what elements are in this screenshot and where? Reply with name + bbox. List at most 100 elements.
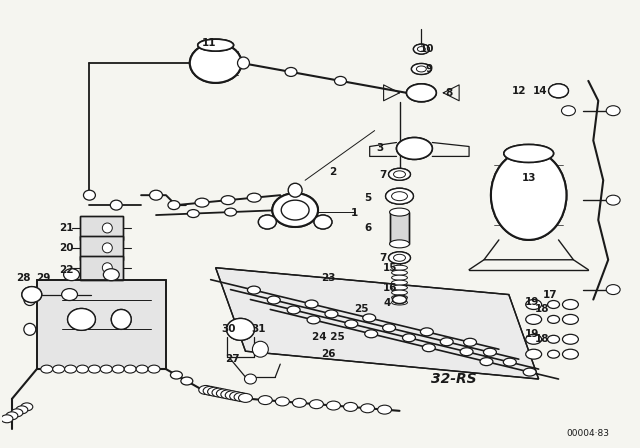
Ellipse shape: [525, 300, 541, 310]
Ellipse shape: [112, 365, 124, 373]
Ellipse shape: [406, 84, 436, 102]
Ellipse shape: [385, 188, 413, 204]
Bar: [36, 280, 166, 369]
Ellipse shape: [390, 240, 410, 248]
Text: 00004·83: 00004·83: [567, 429, 610, 438]
Ellipse shape: [326, 401, 340, 410]
Ellipse shape: [392, 295, 408, 300]
Ellipse shape: [606, 284, 620, 294]
Text: 5: 5: [364, 193, 371, 203]
Ellipse shape: [259, 215, 276, 229]
Ellipse shape: [413, 44, 429, 54]
Ellipse shape: [525, 334, 541, 344]
Ellipse shape: [606, 195, 620, 205]
Ellipse shape: [102, 243, 112, 253]
Ellipse shape: [77, 365, 88, 373]
Ellipse shape: [365, 330, 378, 338]
Ellipse shape: [22, 287, 42, 302]
Ellipse shape: [181, 377, 193, 385]
Ellipse shape: [392, 270, 408, 275]
Ellipse shape: [221, 390, 235, 399]
Text: 16: 16: [382, 283, 397, 293]
Ellipse shape: [463, 338, 477, 346]
Bar: [79, 256, 124, 280]
Ellipse shape: [150, 190, 163, 200]
Text: 10: 10: [420, 44, 435, 54]
Ellipse shape: [504, 145, 554, 162]
Text: 13: 13: [522, 173, 536, 183]
Ellipse shape: [221, 196, 235, 205]
Ellipse shape: [397, 138, 432, 159]
Ellipse shape: [388, 168, 410, 180]
Text: 15: 15: [382, 263, 397, 273]
Ellipse shape: [52, 365, 65, 373]
Ellipse shape: [21, 403, 33, 411]
Ellipse shape: [422, 344, 435, 352]
Ellipse shape: [388, 252, 410, 264]
Ellipse shape: [207, 387, 221, 396]
Ellipse shape: [6, 412, 18, 420]
Ellipse shape: [230, 392, 244, 401]
Ellipse shape: [305, 300, 318, 308]
Ellipse shape: [525, 349, 541, 359]
Ellipse shape: [363, 314, 376, 322]
Ellipse shape: [345, 320, 358, 328]
Ellipse shape: [275, 397, 289, 406]
Ellipse shape: [394, 171, 406, 178]
Ellipse shape: [225, 391, 239, 400]
Ellipse shape: [111, 310, 131, 329]
Ellipse shape: [392, 265, 408, 270]
Ellipse shape: [392, 192, 408, 201]
Text: 18: 18: [534, 334, 549, 344]
Ellipse shape: [563, 334, 579, 344]
Ellipse shape: [199, 385, 212, 394]
Ellipse shape: [198, 39, 234, 51]
Ellipse shape: [198, 39, 234, 51]
Ellipse shape: [563, 300, 579, 310]
Bar: [390, 212, 410, 244]
Ellipse shape: [392, 300, 408, 305]
Text: 4: 4: [384, 297, 391, 307]
Ellipse shape: [259, 215, 276, 229]
Ellipse shape: [168, 201, 180, 210]
Ellipse shape: [548, 315, 559, 323]
Ellipse shape: [563, 314, 579, 324]
Ellipse shape: [190, 43, 241, 83]
Text: 7: 7: [379, 253, 387, 263]
Ellipse shape: [392, 296, 406, 303]
Ellipse shape: [307, 316, 320, 324]
Ellipse shape: [548, 84, 568, 98]
Ellipse shape: [412, 64, 431, 74]
Ellipse shape: [268, 296, 280, 304]
Ellipse shape: [136, 365, 148, 373]
Text: 27: 27: [225, 354, 240, 364]
Ellipse shape: [548, 335, 559, 343]
Ellipse shape: [83, 190, 95, 200]
Ellipse shape: [378, 405, 392, 414]
Ellipse shape: [412, 64, 431, 74]
Ellipse shape: [388, 252, 410, 264]
Ellipse shape: [285, 68, 297, 77]
Ellipse shape: [288, 183, 302, 197]
Text: 12: 12: [511, 86, 526, 96]
Ellipse shape: [314, 215, 332, 229]
Ellipse shape: [24, 293, 36, 306]
Text: 8: 8: [445, 88, 453, 98]
Ellipse shape: [65, 365, 77, 373]
Ellipse shape: [102, 263, 112, 273]
Ellipse shape: [480, 358, 493, 366]
Bar: [79, 216, 124, 240]
Ellipse shape: [190, 43, 241, 83]
Text: 24 25: 24 25: [312, 332, 344, 342]
Ellipse shape: [248, 286, 260, 294]
Ellipse shape: [606, 106, 620, 116]
Ellipse shape: [252, 341, 268, 357]
Text: 31: 31: [251, 324, 266, 334]
Ellipse shape: [548, 84, 568, 98]
Bar: [36, 280, 166, 369]
Text: 22: 22: [60, 265, 74, 275]
Ellipse shape: [102, 223, 112, 233]
Ellipse shape: [188, 210, 199, 218]
Ellipse shape: [397, 138, 432, 159]
Ellipse shape: [491, 151, 566, 240]
